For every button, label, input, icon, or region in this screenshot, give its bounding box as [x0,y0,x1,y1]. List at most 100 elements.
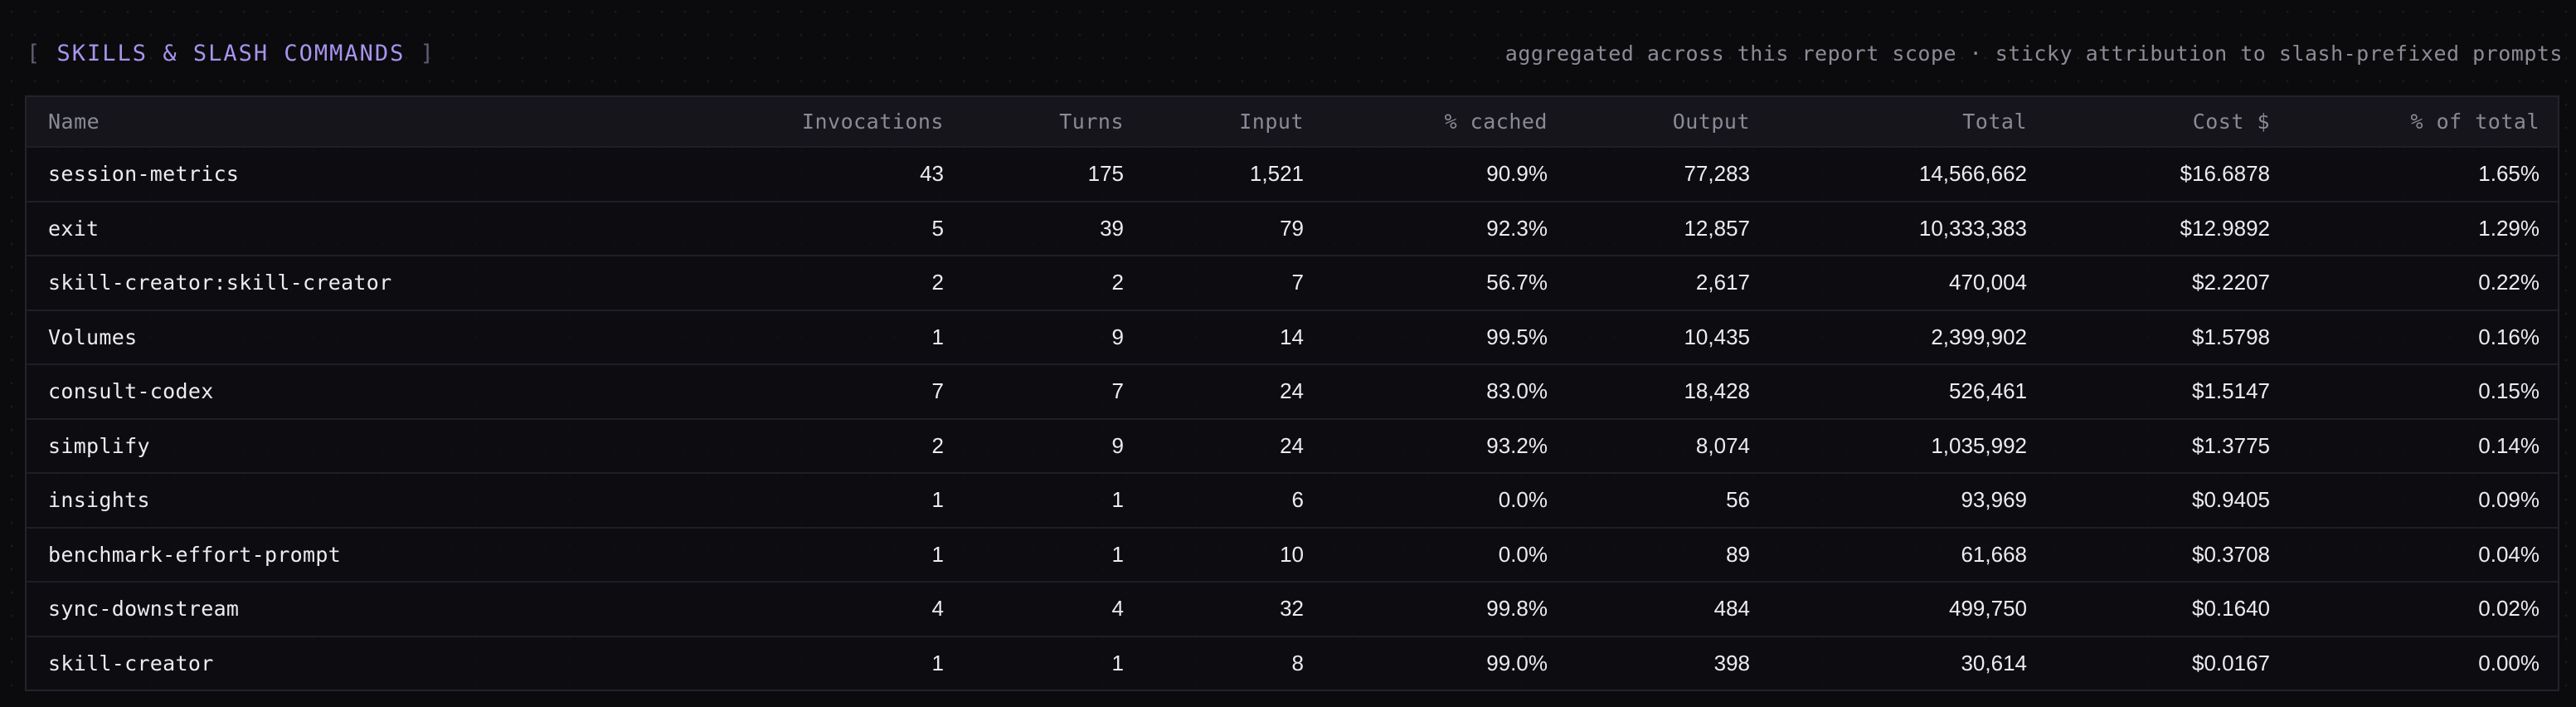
cell-invocations: 5 [931,215,944,241]
cell-total: 2,399,902 [1931,324,2027,349]
table-row: benchmark-effort-prompt 1 1 10 0.0% 89 6… [27,527,2558,583]
cell-cost: $0.0167 [2192,651,2270,676]
cell-pct-total: 1.29% [2478,215,2540,241]
cell-output: 398 [1713,651,1750,676]
cell-name: session-metrics [48,162,240,187]
cell-cached: 90.9% [1486,161,1548,187]
skills-table-container: Name Invocations Turns Input % cached Ou… [25,95,2559,691]
cell-invocations: 43 [920,161,944,187]
cell-cost: $16.6878 [2180,161,2270,187]
cell-total: 30,614 [1961,651,2027,676]
cell-cached: 83.0% [1486,378,1548,404]
cell-input: 14 [1280,324,1304,349]
cell-input: 1,521 [1249,161,1304,187]
cell-name: skill-creator:skill-creator [48,271,392,295]
cell-name: exit [48,216,100,241]
cell-cost: $1.5798 [2192,324,2270,349]
cell-name: sync-downstream [48,597,240,622]
cell-cost: $1.3775 [2192,432,2270,458]
cell-input: 7 [1291,270,1304,295]
table-row: simplify 2 9 24 93.2% 8,074 1,035,992 $1… [27,418,2558,474]
cell-name: skill-creator [48,651,214,676]
cell-pct-total: 0.04% [2478,541,2540,567]
cell-invocations: 2 [931,270,944,295]
column-header-turns[interactable]: Turns [1059,110,1124,134]
cell-invocations: 1 [931,324,944,349]
cell-input: 24 [1280,432,1304,458]
skills-table: Name Invocations Turns Input % cached Ou… [27,97,2558,690]
table-row: Volumes 1 9 14 99.5% 10,435 2,399,902 $1… [27,310,2558,365]
cell-pct-total: 0.02% [2478,596,2540,622]
cell-name: Volumes [48,324,138,349]
column-header-output[interactable]: Output [1672,110,1750,134]
cell-invocations: 1 [931,651,944,676]
cell-total: 526,461 [1949,378,2027,404]
cell-output: 18,428 [1684,378,1750,404]
column-header-name[interactable]: Name [48,110,100,134]
cell-output: 10,435 [1684,324,1750,349]
cell-turns: 2 [1111,270,1124,295]
cell-cost: $0.3708 [2192,541,2270,567]
cell-turns: 39 [1100,215,1124,241]
table-header-row: Name Invocations Turns Input % cached Ou… [27,97,2558,147]
table-row: sync-downstream 4 4 32 99.8% 484 499,750… [27,582,2558,636]
cell-turns: 1 [1111,541,1124,567]
table-row: exit 5 39 79 92.3% 12,857 10,333,383 $12… [27,201,2558,256]
cell-pct-total: 0.00% [2478,651,2540,676]
table-row: consult-codex 7 7 24 83.0% 18,428 526,46… [27,364,2558,419]
cell-input: 8 [1291,651,1304,676]
cell-invocations: 2 [931,432,944,458]
cell-cost: $0.1640 [2192,596,2270,622]
cell-turns: 1 [1111,651,1124,676]
cell-cached: 56.7% [1486,270,1548,295]
cell-pct-total: 0.14% [2478,432,2540,458]
table-row: skill-creator:skill-creator 2 2 7 56.7% … [27,256,2558,310]
cell-total: 10,333,383 [1918,215,2027,241]
column-header-input[interactable]: Input [1239,110,1304,134]
column-header-pct-total[interactable]: % of total [2410,110,2540,134]
cell-turns: 7 [1111,378,1124,404]
cell-cached: 92.3% [1486,215,1548,241]
cell-invocations: 7 [931,378,944,404]
cell-turns: 9 [1111,432,1124,458]
cell-input: 79 [1280,215,1304,241]
table-row: insights 1 1 6 0.0% 56 93,969 $0.9405 0.… [27,473,2558,528]
cell-input: 10 [1280,541,1304,567]
cell-cached: 99.8% [1486,596,1548,622]
cell-cost: $0.9405 [2192,487,2270,513]
cell-name: simplify [48,433,150,458]
title-text: SKILLS & SLASH COMMANDS [56,40,406,66]
cell-name: benchmark-effort-prompt [48,542,342,567]
cell-output: 8,074 [1695,432,1750,458]
cell-total: 93,969 [1961,487,2027,513]
cell-pct-total: 1.65% [2478,161,2540,187]
cell-turns: 9 [1111,324,1124,349]
cell-total: 61,668 [1961,541,2027,567]
cell-input: 6 [1291,487,1304,513]
cell-output: 77,283 [1684,161,1750,187]
cell-name: insights [48,488,150,513]
column-header-total[interactable]: Total [1962,110,2027,134]
column-header-cost[interactable]: Cost $ [2192,110,2270,134]
cell-turns: 1 [1111,487,1124,513]
cell-output: 89 [1726,541,1750,567]
cell-cached: 0.0% [1498,541,1548,567]
cell-output: 2,617 [1695,270,1750,295]
section-header: [ SKILLS & SLASH COMMANDS ] aggregated a… [27,33,2563,73]
title-bracket-open: [ [27,40,42,66]
cell-invocations: 4 [931,596,944,622]
cell-output: 12,857 [1684,215,1750,241]
cell-cached: 0.0% [1498,487,1548,513]
title-bracket-close: ] [420,40,435,66]
cell-cached: 93.2% [1486,432,1548,458]
cell-cost: $1.5147 [2192,378,2270,404]
cell-cached: 99.0% [1486,651,1548,676]
cell-cost: $12.9892 [2180,215,2270,241]
cell-pct-total: 0.09% [2478,487,2540,513]
cell-turns: 175 [1087,161,1124,187]
cell-name: consult-codex [48,379,214,404]
cell-pct-total: 0.16% [2478,324,2540,349]
column-header-invocations[interactable]: Invocations [801,110,944,134]
column-header-cached[interactable]: % cached [1444,110,1548,134]
table-row: session-metrics 43 175 1,521 90.9% 77,28… [27,147,2558,202]
